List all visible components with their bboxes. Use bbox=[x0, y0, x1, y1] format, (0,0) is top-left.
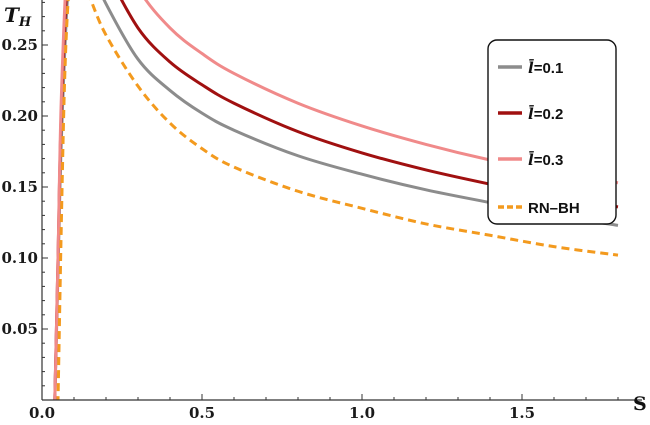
legend: l̄=0.1l̄=0.2l̄=0.3RN–BH bbox=[487, 39, 617, 225]
y-tick-label: 0.10 bbox=[1, 249, 38, 267]
legend-symbol: l̄ bbox=[528, 150, 535, 169]
series-line-4 bbox=[56, 0, 619, 400]
legend-box bbox=[487, 39, 617, 225]
x-tick-label: 0.5 bbox=[189, 404, 215, 422]
y-axis-title: TH bbox=[4, 3, 32, 30]
plot-area bbox=[53, 0, 619, 400]
x-tick-label: 1.0 bbox=[349, 404, 375, 422]
legend-symbol: l̄ bbox=[528, 58, 535, 77]
legend-value: =0.1 bbox=[534, 60, 564, 77]
y-tick-label: 0.15 bbox=[1, 178, 38, 196]
curves bbox=[53, 0, 619, 400]
legend-value: =0.3 bbox=[534, 152, 564, 169]
y-axis-title-subscript: H bbox=[18, 15, 32, 30]
series-line-3 bbox=[53, 0, 619, 400]
x-tick-label: 0.0 bbox=[29, 404, 55, 422]
legend-symbol: l̄ bbox=[528, 104, 535, 123]
legend-value: =0.2 bbox=[534, 106, 564, 123]
x-axis-title: S bbox=[633, 393, 647, 415]
legend-label: RN–BH bbox=[528, 200, 580, 217]
y-axis: 0.050.100.150.200.250.300.35TH bbox=[1, 0, 48, 400]
legend-label: l̄=0.2 bbox=[528, 104, 563, 123]
y-tick-label: 0.20 bbox=[1, 107, 38, 125]
legend-label: l̄=0.1 bbox=[528, 58, 563, 77]
legend-label: l̄=0.3 bbox=[528, 150, 563, 169]
y-tick-label: 0.05 bbox=[1, 320, 38, 338]
x-axis: 0.0 0.5 1.0 1.5 S bbox=[29, 393, 647, 422]
y-tick-label: 0.25 bbox=[1, 36, 38, 54]
x-tick-label: 1.5 bbox=[509, 404, 535, 422]
